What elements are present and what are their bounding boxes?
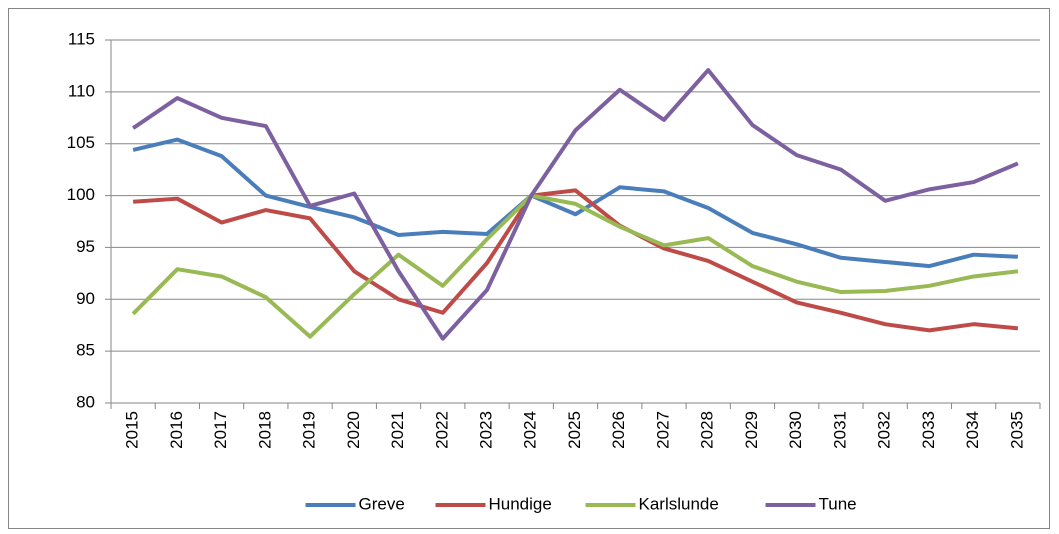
legend-label: Hundige (489, 494, 552, 513)
y-tick-label: 115 (68, 29, 95, 48)
y-tick-label: 80 (76, 392, 95, 411)
chart-border (8, 8, 1050, 529)
x-tick-label: 2017 (211, 411, 230, 449)
x-tick-label: 2028 (698, 411, 717, 449)
x-tick-label: 2029 (742, 411, 761, 449)
legend-label: Tune (819, 494, 857, 513)
x-tick-label: 2033 (919, 411, 938, 449)
x-tick-label: 2019 (300, 411, 319, 449)
y-tick-label: 95 (76, 237, 95, 256)
x-tick-label: 2023 (477, 411, 496, 449)
y-tick-label: 105 (67, 133, 95, 152)
series-line (131, 193, 1019, 339)
x-tick-label: 2018 (255, 411, 274, 449)
x-tick-label: 2022 (432, 411, 451, 449)
y-tick-label: 100 (67, 185, 95, 204)
x-tick-label: 2026 (609, 411, 628, 449)
x-tick-label: 2034 (963, 411, 982, 449)
x-tick-label: 2030 (786, 411, 805, 449)
legend-label: Greve (359, 494, 405, 513)
y-tick-label: 85 (76, 341, 95, 360)
x-tick-label: 2020 (344, 411, 363, 449)
legend-label: Karlslunde (639, 494, 719, 513)
x-tick-label: 2025 (565, 411, 584, 449)
series-line (131, 68, 1019, 341)
x-tick-label: 2032 (875, 411, 894, 449)
x-tick-label: 2021 (388, 411, 407, 449)
x-tick-label: 2024 (521, 411, 540, 449)
y-tick-label: 90 (76, 289, 95, 308)
x-tick-label: 2016 (167, 411, 186, 449)
series-line (132, 188, 1019, 333)
y-tick-label: 110 (68, 81, 95, 100)
series-line (132, 137, 1018, 269)
x-tick-label: 2035 (1007, 411, 1026, 449)
x-tick-label: 2031 (830, 411, 849, 449)
x-tick-label: 2027 (653, 411, 672, 449)
x-tick-label: 2015 (123, 411, 142, 449)
